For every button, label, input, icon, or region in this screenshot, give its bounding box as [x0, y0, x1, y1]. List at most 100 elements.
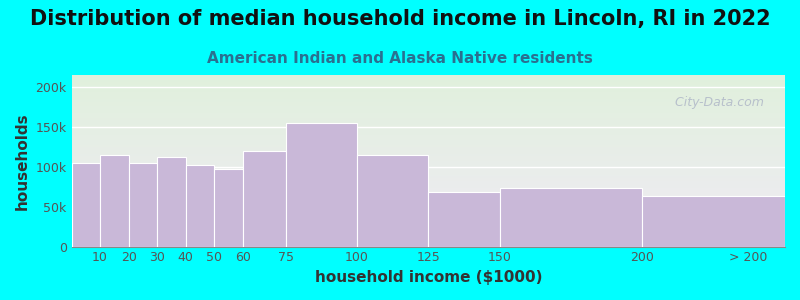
Bar: [71, 101, 785, 103]
Bar: [71, 135, 785, 137]
Bar: [71, 236, 785, 238]
Bar: [71, 212, 785, 214]
Bar: [71, 120, 785, 121]
Bar: [71, 176, 785, 178]
Bar: [286, 123, 357, 247]
Bar: [71, 84, 785, 85]
Bar: [71, 149, 785, 151]
Bar: [71, 89, 785, 90]
Bar: [71, 188, 785, 190]
Bar: [71, 199, 785, 200]
Text: City-Data.com: City-Data.com: [666, 96, 763, 109]
Bar: [71, 221, 785, 223]
Bar: [71, 192, 785, 194]
Bar: [71, 103, 785, 104]
Bar: [71, 159, 785, 161]
Bar: [71, 127, 785, 128]
Bar: [71, 163, 785, 164]
Bar: [71, 133, 785, 135]
Y-axis label: households: households: [15, 112, 30, 210]
Bar: [71, 106, 785, 108]
Bar: [71, 219, 785, 221]
Bar: [71, 97, 785, 99]
Bar: [71, 163, 100, 247]
X-axis label: household income ($1000): household income ($1000): [314, 270, 542, 285]
Bar: [71, 185, 785, 187]
Bar: [71, 190, 785, 192]
Bar: [71, 168, 785, 169]
Bar: [242, 151, 286, 247]
Bar: [71, 209, 785, 211]
Bar: [71, 137, 785, 139]
Bar: [71, 173, 785, 175]
Bar: [71, 245, 785, 247]
Bar: [71, 207, 785, 209]
Bar: [71, 183, 785, 185]
Bar: [71, 87, 785, 89]
Bar: [71, 197, 785, 199]
Bar: [71, 104, 785, 106]
Bar: [71, 180, 785, 182]
Bar: [71, 240, 785, 242]
Bar: [71, 242, 785, 243]
Bar: [71, 235, 785, 236]
Text: American Indian and Alaska Native residents: American Indian and Alaska Native reside…: [207, 51, 593, 66]
Bar: [71, 228, 785, 230]
Bar: [71, 243, 785, 245]
Bar: [71, 161, 785, 163]
Bar: [71, 202, 785, 204]
Bar: [71, 204, 785, 206]
Bar: [157, 157, 186, 247]
Bar: [129, 163, 157, 247]
Bar: [71, 109, 785, 111]
Bar: [71, 223, 785, 224]
Bar: [71, 123, 785, 125]
Bar: [71, 164, 785, 166]
Bar: [71, 231, 785, 233]
Bar: [71, 121, 785, 123]
Bar: [71, 85, 785, 87]
Bar: [71, 99, 785, 101]
Bar: [71, 94, 785, 96]
Bar: [71, 151, 785, 152]
Bar: [71, 195, 785, 197]
Bar: [71, 80, 785, 82]
Bar: [71, 145, 785, 147]
Bar: [71, 92, 785, 94]
Bar: [71, 182, 785, 183]
Bar: [71, 77, 785, 78]
Bar: [71, 224, 785, 226]
Bar: [100, 155, 129, 247]
Bar: [71, 125, 785, 127]
Bar: [357, 155, 428, 247]
Text: Distribution of median household income in Lincoln, RI in 2022: Distribution of median household income …: [30, 9, 770, 29]
Bar: [71, 132, 785, 133]
Bar: [71, 118, 785, 120]
Bar: [71, 96, 785, 97]
Bar: [71, 113, 785, 115]
Bar: [71, 211, 785, 212]
Bar: [71, 216, 785, 218]
Bar: [71, 140, 785, 142]
Bar: [71, 82, 785, 84]
Bar: [71, 108, 785, 109]
Bar: [71, 206, 785, 207]
Bar: [71, 152, 785, 154]
Bar: [71, 166, 785, 168]
Bar: [71, 187, 785, 188]
Bar: [71, 233, 785, 235]
Bar: [71, 116, 785, 118]
Bar: [71, 130, 785, 132]
Bar: [71, 238, 785, 240]
Bar: [71, 147, 785, 149]
Bar: [71, 175, 785, 176]
Bar: [71, 142, 785, 144]
Bar: [71, 75, 785, 77]
Bar: [71, 111, 785, 113]
Bar: [71, 78, 785, 80]
Bar: [71, 200, 785, 202]
Bar: [71, 115, 785, 116]
Bar: [186, 165, 214, 247]
Bar: [71, 158, 785, 159]
Bar: [71, 230, 785, 231]
